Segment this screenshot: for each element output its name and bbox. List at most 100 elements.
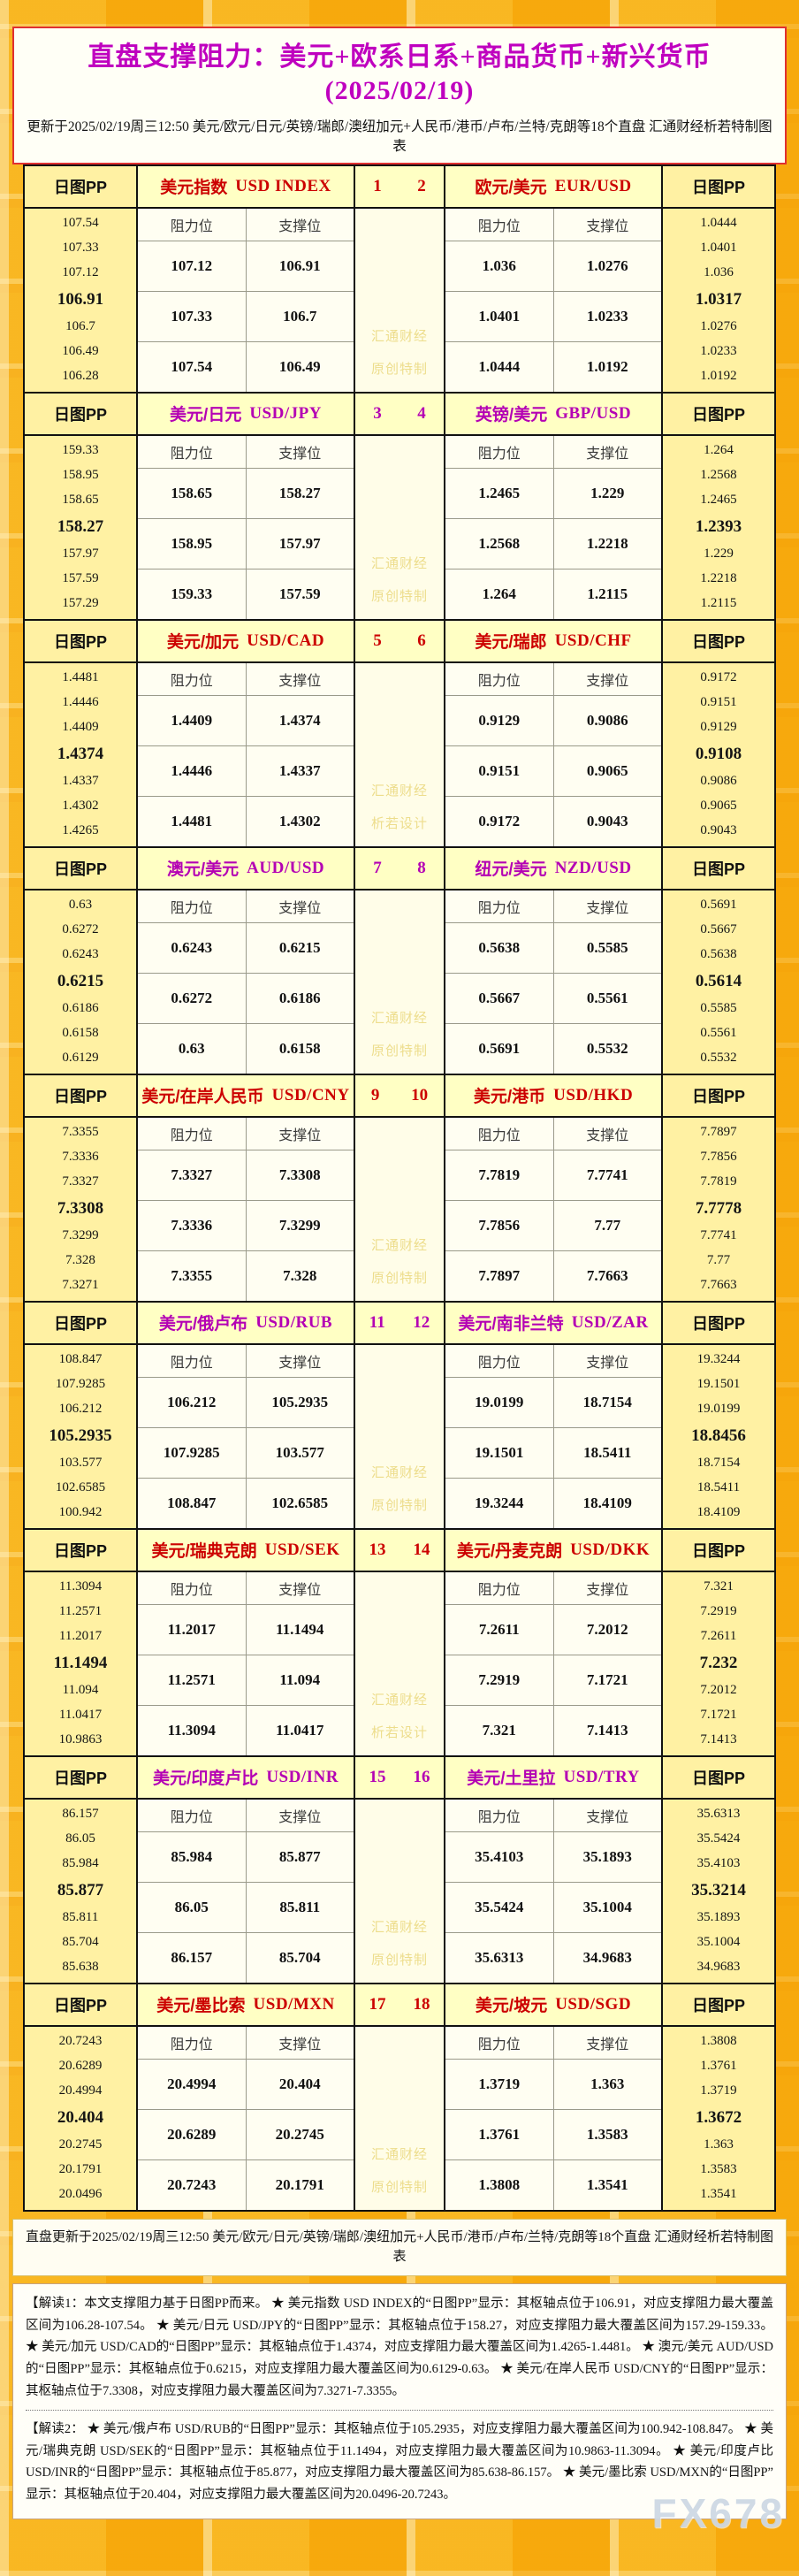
support-value: 11.0417 (276, 1721, 324, 1739)
currency-title-left: 澳元/美元 AUD/USD (138, 847, 354, 891)
pivot-values-left: 0.63 0.6272 0.6243 0.6215 0.6186 0.6158 0.6129 (25, 891, 136, 1074)
currency-name-en: NZD/USD (554, 858, 632, 877)
currency-name-cn: 美元/土里拉 (467, 1770, 556, 1789)
sequence-numbers: 1 2 (355, 165, 444, 209)
resistance-value: 0.9172 (445, 796, 554, 846)
support-value: 105.2935 (271, 1393, 329, 1410)
resistance-value: 7.7856 (445, 1200, 554, 1250)
pivot-column-header: 日图PP (663, 1757, 774, 1800)
watermark-text: 汇通财经 (370, 1692, 428, 1708)
support-value: 1.0192 (586, 357, 628, 375)
sequence-numbers: 13 14 (355, 1529, 444, 1572)
pp-level-value: 0.5532 (700, 1051, 737, 1066)
support-value: 11.1494 (276, 1620, 324, 1638)
rs-row: 7.3336 7.3299 (138, 1200, 354, 1251)
currency-name-cn: 美元/坡元 (475, 1997, 548, 2016)
pp-level-value: 107.33 (62, 241, 99, 256)
pp-level-value: 7.3327 (62, 1174, 99, 1189)
rs-row: 1.3808 1.3541 (445, 2159, 661, 2210)
pivot-point-value: 1.2393 (695, 517, 742, 537)
rs-row: 86.157 85.704 (138, 1932, 354, 1983)
currency-name-en: GBP/USD (555, 403, 632, 423)
pivot-column-right: 日图PP 35.6313 35.5424 35.4103 35.3214 35.1893… (661, 1756, 774, 1983)
pp-level-value: 18.4109 (696, 1505, 741, 1520)
pp-level-value: 20.6289 (58, 2059, 103, 2074)
currency-name-cn: 美元/丹麦克朗 (456, 1542, 563, 1562)
pp-level-value: 1.2465 (700, 493, 737, 508)
rs-row: 107.33 106.7 (138, 291, 354, 342)
currency-name-cn: 美元/港币 (473, 1088, 546, 1107)
pp-level-value: 11.0417 (58, 1708, 103, 1723)
pp-level-value: 1.4302 (62, 799, 99, 814)
resistance-value: 108.847 (138, 1478, 247, 1528)
currency-title-right: 纽元/美元 NZD/USD (445, 847, 661, 891)
rs-row: 0.9172 0.9043 (445, 796, 661, 846)
currency-panel-left: 美元/印度卢比 USD/INR 阻力位 支撑位 85.984 85.877 86.… (138, 1756, 354, 1983)
pp-level-value: 0.5667 (700, 922, 737, 937)
sequence-column: 1 2 汇通财经 原创特制 (354, 165, 445, 392)
pivot-point-value: 1.4374 (57, 745, 104, 764)
support-label: 支撑位 (278, 1127, 322, 1143)
pp-level-value: 85.984 (62, 1856, 99, 1871)
currency-name-en: USD/INR (266, 1767, 339, 1786)
column-watermark: 汇通财经 原创特制 (355, 1345, 444, 1528)
currency-pair-block: 日图PP 107.54 107.33 107.12 106.91 106.7 106.49… (25, 165, 774, 392)
watermark-text: 原创特制 (370, 1270, 428, 1286)
pivot-point-value: 18.8456 (691, 1426, 746, 1446)
pivot-column-left: 日图PP 1.4481 1.4446 1.4409 1.4374 1.4337 1.430… (25, 620, 138, 846)
support-value: 1.363 (590, 2075, 625, 2092)
currency-title-left: 美元指数 USD INDEX (138, 165, 354, 209)
rs-label-row: 阻力位 支撑位 (138, 208, 354, 241)
rs-row: 35.6313 34.9683 (445, 1932, 661, 1983)
rs-row: 158.65 158.27 (138, 468, 354, 519)
support-value: 0.5532 (586, 1039, 628, 1057)
currency-name-en: EUR/USD (554, 176, 632, 195)
watermark-text: 汇通财经 (370, 1010, 428, 1026)
currency-panel-left: 澳元/美元 AUD/USD 阻力位 支撑位 0.6243 0.6215 0.627… (138, 847, 354, 1074)
rs-label-row: 阻力位 支撑位 (445, 2026, 661, 2060)
pivot-column-left: 日图PP 11.3094 11.2571 11.2017 11.1494 11.094 1… (25, 1529, 138, 1755)
rs-label-row: 阻力位 支撑位 (138, 1117, 354, 1150)
pp-level-value: 1.3541 (700, 2187, 737, 2202)
support-label: 支撑位 (586, 900, 629, 916)
pivot-column-header: 日图PP (25, 1984, 136, 2027)
currency-name-cn: 美元/加元 (166, 633, 240, 653)
support-value: 0.9065 (586, 761, 628, 779)
resistance-label: 阻力位 (445, 1571, 554, 1604)
sequence-column: 15 16 汇通财经 原创特制 (354, 1756, 445, 1983)
resistance-value: 85.984 (138, 1831, 247, 1882)
rs-row: 7.7856 7.77 (445, 1200, 661, 1251)
pp-level-value: 7.7819 (700, 1174, 737, 1189)
rs-row: 0.5691 0.5532 (445, 1023, 661, 1074)
rs-row: 35.4103 35.1893 (445, 1831, 661, 1883)
pp-level-value: 0.5585 (700, 1001, 737, 1016)
pp-level-value: 7.1413 (700, 1732, 737, 1747)
pivot-column-header: 日图PP (25, 1757, 136, 1800)
resistance-value: 35.6313 (445, 1932, 554, 1983)
pivot-column-right: 日图PP 7.321 7.2919 7.2611 7.232 7.2012 7.1721 7… (661, 1529, 774, 1755)
support-value: 106.49 (278, 357, 321, 375)
pp-level-value: 0.6186 (62, 1001, 99, 1016)
resistance-value: 11.2017 (138, 1604, 247, 1655)
currency-name-cn: 美元/瑞郎 (475, 633, 547, 653)
rs-row: 20.6289 20.2745 (138, 2109, 354, 2160)
pivot-point-value: 1.0317 (695, 290, 742, 310)
resistance-value: 7.2611 (445, 1604, 554, 1655)
pp-level-value: 86.05 (65, 1831, 95, 1846)
resistance-label: 阻力位 (445, 1117, 554, 1150)
pp-level-value: 7.77 (706, 1253, 731, 1268)
pp-level-value: 20.4994 (58, 2083, 103, 2098)
rs-label-row: 阻力位 支撑位 (138, 662, 354, 696)
support-value: 7.3308 (278, 1166, 321, 1183)
pp-level-value: 35.1893 (696, 1910, 741, 1925)
pp-level-value: 35.4103 (696, 1856, 741, 1871)
support-value: 0.5561 (586, 989, 628, 1006)
rs-row: 107.9285 103.577 (138, 1427, 354, 1479)
resistance-label: 阻力位 (445, 890, 554, 922)
resistance-label: 阻力位 (138, 208, 247, 241)
update-subtitle: 更新于2025/02/19周三12:50 美元/欧元/日元/英镑/瑞郎/澳纽加元… (27, 119, 772, 155)
pp-level-value: 20.1791 (58, 2162, 103, 2177)
rs-label-row: 阻力位 支撑位 (445, 1344, 661, 1378)
resistance-label: 阻力位 (138, 435, 247, 468)
watermark-text: 原创特制 (370, 588, 428, 604)
